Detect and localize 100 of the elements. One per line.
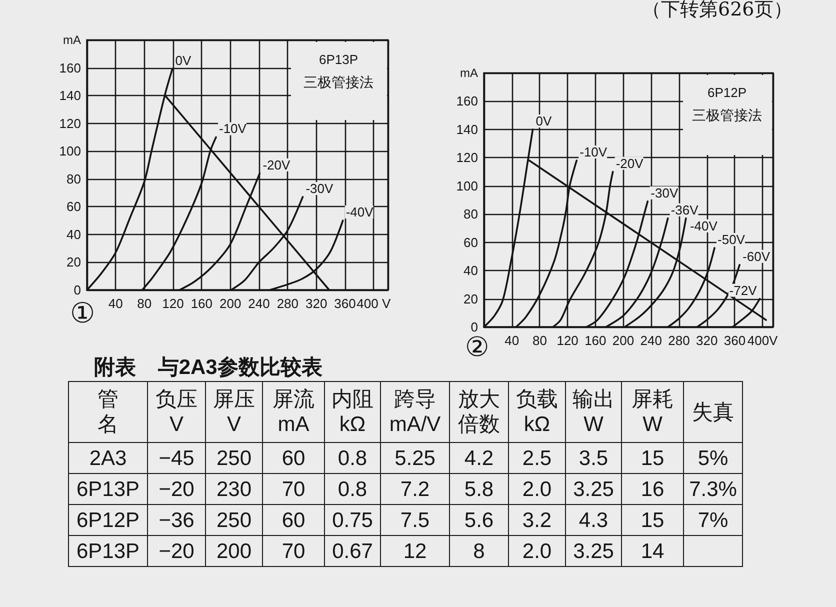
text: 7.3% (689, 478, 737, 500)
y-tick-label: 80 (66, 171, 81, 186)
text: 2.0 (522, 540, 552, 562)
text: 5.25 (394, 446, 436, 470)
text: （下转第626页） (642, 0, 792, 20)
series-label: -10V (219, 121, 247, 136)
text: 60 (282, 508, 306, 532)
series-label: -30V (650, 185, 678, 200)
category-label: 输出 W (566, 382, 622, 442)
x-tick-label: 40 (108, 296, 123, 311)
text: 3.25 (573, 478, 614, 500)
text: ② (465, 332, 490, 363)
y-tick-label: 60 (66, 199, 81, 214)
text: −20 (158, 540, 194, 562)
text: 4.2 (464, 446, 494, 470)
text: 6P13P (318, 52, 360, 68)
category-label: 放大倍数 (457, 387, 501, 437)
y-tick-label: 140 (59, 88, 81, 104)
category-label: 负压 V (148, 382, 206, 442)
series-label: -40V (690, 218, 718, 234)
text: 6P12P (706, 84, 748, 100)
text: 4.3 (578, 508, 608, 532)
text: 16 (640, 478, 664, 500)
x-tick-label: 360 (724, 333, 746, 348)
x-tick-label: 200 (219, 296, 242, 311)
series-label: -20V (262, 157, 291, 172)
text: 0.8 (338, 446, 368, 470)
y-tick-label: 0 (74, 282, 81, 298)
text: 2A3 (89, 446, 127, 470)
text: 三极管接法 (691, 106, 763, 124)
x-tick-label: 160 (584, 333, 606, 348)
series-label: -72V (729, 282, 758, 298)
text: 15 (640, 446, 664, 470)
text: 70 (282, 478, 306, 500)
text: 附表 与2A3参数比较表 (94, 355, 322, 381)
y-tick-label: 160 (59, 60, 81, 76)
y-tick-label: 120 (59, 116, 81, 131)
x-tick-label: 160 (190, 296, 213, 311)
series-label: 0V (175, 53, 192, 68)
text: 5.8 (464, 478, 494, 500)
text: −45 (158, 446, 194, 470)
series-label: -20V (616, 156, 644, 171)
text: 250 (216, 446, 252, 470)
text: 2.0 (522, 478, 552, 500)
text: 7% (698, 508, 728, 532)
category-label: 屏压 V (206, 382, 262, 442)
x-tick-label: 80 (532, 333, 547, 348)
text: 70 (282, 540, 306, 562)
y-tick-label: 20 (464, 291, 478, 306)
y-tick-label: 160 (456, 94, 478, 109)
text: 7.5 (400, 508, 430, 532)
y-axis-title: mA (63, 33, 81, 47)
text: 14 (640, 540, 664, 562)
x-tick-label: 320 (305, 296, 328, 311)
text: 5.6 (464, 508, 494, 532)
text: 0.75 (332, 508, 373, 532)
text: ① (70, 296, 96, 330)
text: 12 (403, 540, 427, 562)
x-tick-label: 240 (248, 296, 270, 311)
series-label: -60V (742, 248, 770, 264)
text: 3.2 (522, 508, 552, 532)
series-label: 0V (536, 113, 552, 128)
y-axis-title: mA (460, 66, 478, 80)
text: −20 (158, 478, 194, 500)
text: −36 (158, 508, 194, 532)
y-tick-label: 60 (464, 234, 478, 250)
x-tick-label: 280 (668, 333, 690, 348)
text: 3.25 (573, 540, 614, 562)
text: 200 (216, 540, 252, 562)
text: 6P13P (76, 540, 140, 562)
x-tick-label: 400V (747, 333, 778, 348)
y-tick-label: 80 (464, 206, 478, 222)
category-label: 屏耗 W (622, 382, 684, 442)
text: 三极管接法 (302, 74, 374, 90)
category-label: 屏流 mA (262, 382, 324, 442)
text: 60 (282, 446, 306, 470)
x-tick-label: 400 V (356, 296, 391, 311)
text: 5% (698, 446, 728, 470)
x-tick-label: 360 (334, 296, 356, 311)
x-tick-label: 200 (612, 333, 634, 348)
y-tick-label: 40 (66, 226, 81, 242)
y-tick-label: 100 (59, 144, 81, 159)
text: 6P12P (76, 508, 140, 532)
category-label: 管名 (96, 387, 120, 437)
text: 2.5 (522, 446, 552, 470)
x-tick-label: 40 (504, 333, 520, 348)
category-label: 失真 (684, 382, 742, 442)
x-tick-label: 80 (137, 296, 152, 311)
text: 230 (216, 478, 252, 500)
y-tick-label: 40 (464, 263, 478, 278)
text: 6P13P (76, 478, 140, 500)
x-tick-label: 280 (276, 296, 299, 311)
series-label: -10V (580, 144, 608, 160)
series-label: -30V (306, 180, 334, 196)
text: 250 (216, 508, 252, 532)
series-label: -50V (718, 232, 746, 247)
series-label: -40V (346, 204, 374, 220)
y-tick-label: 20 (66, 254, 81, 270)
text: 7.2 (400, 478, 430, 500)
category-label: 负载 kΩ (508, 382, 566, 442)
